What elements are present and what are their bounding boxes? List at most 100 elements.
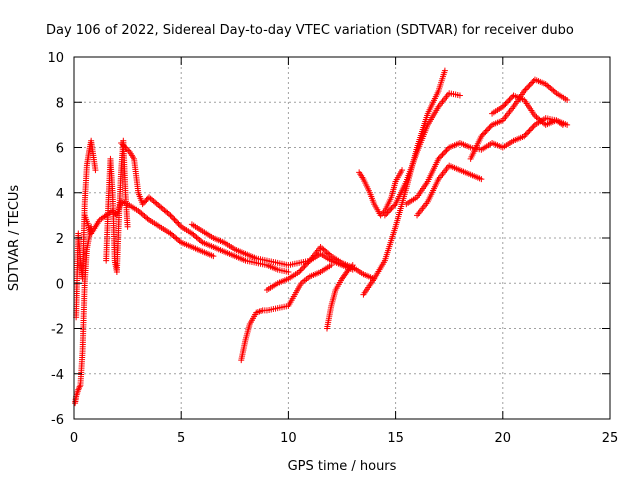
data-point bbox=[505, 98, 512, 105]
y-tick-label: -2 bbox=[51, 323, 64, 338]
data-point bbox=[143, 196, 150, 203]
data-point bbox=[526, 82, 533, 89]
data-point bbox=[478, 133, 485, 140]
data-point bbox=[521, 87, 528, 94]
series-5 bbox=[118, 139, 292, 275]
data-point bbox=[210, 253, 217, 260]
y-tick-label: 0 bbox=[56, 277, 64, 292]
data-point bbox=[174, 219, 181, 226]
data-point bbox=[297, 267, 304, 274]
data-series bbox=[72, 67, 571, 407]
data-point bbox=[503, 99, 510, 106]
data-point bbox=[438, 152, 445, 159]
series-7 bbox=[238, 262, 335, 364]
data-point bbox=[285, 268, 292, 275]
y-tick-label: 4 bbox=[56, 187, 64, 202]
data-point bbox=[478, 176, 485, 183]
data-point bbox=[168, 213, 175, 220]
data-point bbox=[444, 145, 451, 152]
data-point bbox=[349, 262, 356, 269]
axis-ticks: 0 5 10 15 20 25 -6 -4 -2 0 2 4 6 8 10 bbox=[47, 51, 618, 446]
data-point bbox=[399, 167, 406, 174]
data-point bbox=[167, 212, 174, 219]
data-point bbox=[523, 85, 530, 92]
data-point bbox=[564, 96, 571, 103]
series-14 bbox=[414, 162, 485, 219]
data-point bbox=[530, 123, 537, 130]
data-point bbox=[389, 203, 396, 210]
x-axis-label: GPS time / hours bbox=[288, 459, 397, 474]
data-point bbox=[527, 80, 534, 87]
data-point bbox=[479, 131, 486, 138]
data-point bbox=[384, 209, 391, 216]
data-point bbox=[499, 103, 506, 110]
data-point bbox=[529, 124, 536, 131]
x-tick-label: 25 bbox=[602, 431, 619, 446]
y-tick-label: -6 bbox=[51, 413, 64, 428]
series-16 bbox=[489, 92, 566, 128]
data-point bbox=[301, 263, 308, 270]
data-point bbox=[507, 95, 514, 102]
y-axis-label: SDTVAR / TECUs bbox=[7, 185, 22, 292]
data-point bbox=[176, 222, 183, 229]
grid bbox=[74, 57, 610, 419]
data-point bbox=[441, 67, 448, 74]
data-point bbox=[92, 167, 99, 174]
data-point bbox=[388, 205, 395, 212]
y-tick-label: -4 bbox=[51, 368, 64, 383]
data-point bbox=[442, 148, 449, 155]
data-point bbox=[526, 127, 533, 134]
data-point bbox=[391, 202, 398, 209]
data-point bbox=[171, 216, 178, 223]
y-tick-label: 6 bbox=[56, 142, 64, 157]
data-point bbox=[385, 208, 392, 215]
data-point bbox=[439, 151, 446, 158]
data-point bbox=[381, 212, 388, 219]
data-point bbox=[170, 215, 177, 222]
data-point bbox=[124, 223, 131, 230]
data-point bbox=[506, 96, 513, 103]
data-point bbox=[296, 268, 303, 275]
data-point bbox=[483, 127, 490, 134]
data-point bbox=[523, 130, 530, 137]
data-point bbox=[383, 210, 390, 217]
data-point bbox=[456, 92, 463, 99]
data-point bbox=[527, 126, 534, 133]
data-point bbox=[121, 142, 128, 149]
data-point bbox=[328, 262, 335, 269]
data-point bbox=[436, 154, 443, 161]
data-point bbox=[487, 123, 494, 130]
series-9 bbox=[323, 262, 356, 332]
data-point bbox=[175, 220, 182, 227]
data-point bbox=[443, 147, 450, 154]
data-point bbox=[529, 79, 536, 86]
data-point bbox=[172, 218, 179, 225]
data-point bbox=[302, 261, 309, 268]
series-12 bbox=[381, 90, 463, 219]
data-point bbox=[522, 86, 529, 93]
y-tick-label: 10 bbox=[47, 51, 64, 66]
data-point bbox=[387, 206, 394, 213]
x-tick-label: 15 bbox=[387, 431, 404, 446]
data-point bbox=[522, 131, 529, 138]
data-point bbox=[140, 199, 147, 206]
x-tick-label: 0 bbox=[70, 431, 78, 446]
series-8 bbox=[263, 244, 378, 294]
data-point bbox=[142, 198, 149, 205]
data-point bbox=[525, 128, 532, 135]
series-15 bbox=[467, 76, 571, 162]
data-point bbox=[298, 266, 305, 273]
data-point bbox=[486, 124, 493, 131]
x-tick-label: 10 bbox=[280, 431, 297, 446]
series-11 bbox=[356, 167, 406, 219]
data-point bbox=[481, 130, 488, 137]
data-point bbox=[482, 128, 489, 135]
data-point bbox=[305, 259, 312, 266]
chart-title: Day 106 of 2022, Sidereal Day-to-day VTE… bbox=[46, 23, 574, 38]
x-tick-label: 20 bbox=[495, 431, 512, 446]
y-tick-label: 8 bbox=[56, 96, 64, 111]
data-point bbox=[502, 100, 509, 107]
y-tick-label: 2 bbox=[56, 232, 64, 247]
data-point bbox=[435, 155, 442, 162]
